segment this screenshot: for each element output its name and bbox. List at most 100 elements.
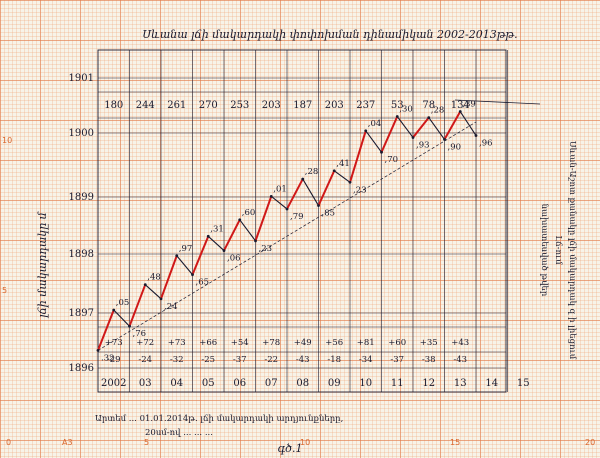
y-axis-ticks: 1901 1900 1899 1898 1897 1896 — [69, 73, 94, 374]
rise-values-row: +73 +72 +73 +66 +54 +78 +49 +56 +81 +60 +35 +43 — [105, 338, 469, 348]
fall-segment — [239, 219, 256, 242]
fall-value: -37 — [390, 355, 404, 365]
rise-segment — [412, 116, 430, 139]
fall-segment — [428, 117, 445, 140]
data-point — [206, 234, 210, 238]
rise-segment — [160, 255, 178, 300]
plot-frame — [97, 49, 507, 393]
point-label: ,31 — [210, 224, 224, 234]
fall-segment — [113, 309, 130, 327]
top-value: 187 — [293, 100, 312, 111]
fall-value: -38 — [422, 355, 436, 365]
trend-line — [97, 121, 477, 351]
rise-segment — [223, 219, 241, 252]
fall-segment — [270, 195, 288, 210]
top-values-row: 180 244 261 270 253 203 187 203 237 53 78 134 — [104, 100, 470, 111]
rise-value: +54 — [231, 338, 249, 348]
data-point — [332, 169, 336, 173]
data-point — [159, 297, 163, 301]
data-point — [411, 136, 415, 139]
top-value: 203 — [262, 100, 281, 111]
rise-value: +49 — [294, 338, 312, 348]
point-label: ,85 — [322, 209, 336, 219]
margin-mark-10b: 10 — [300, 438, 311, 447]
margin-mark-5: 5 — [2, 286, 8, 295]
fall-segment — [302, 178, 319, 206]
point-label: ,90 — [448, 142, 462, 152]
data-point — [254, 239, 257, 243]
top-value: 270 — [199, 100, 218, 111]
point-label: ,93 — [416, 140, 430, 150]
point-label: ,70 — [385, 155, 399, 165]
point-label: ,28 — [431, 106, 445, 116]
rise-segment — [128, 284, 147, 327]
point-label: ,28 — [305, 167, 319, 177]
x-tick-label: 07 — [265, 378, 278, 389]
point-label: ,01 — [273, 184, 287, 194]
rise-segment — [191, 235, 210, 276]
x-tick-label: 05 — [202, 378, 215, 389]
data-point — [427, 116, 431, 119]
data-point — [364, 129, 368, 133]
fall-segment — [396, 116, 414, 138]
rise-value: +56 — [325, 338, 343, 348]
fall-segment — [176, 255, 193, 276]
data-point — [443, 138, 446, 141]
x-axis-ticks: 2002 03 04 05 06 07 08 09 10 11 12 13 14 15 — [101, 378, 530, 389]
x-tick-label: 12 — [422, 378, 435, 389]
footnote-line-1: Արտեմ ... 01.01.2014թ. լճի մակարդակի արդ… — [95, 414, 343, 424]
x-tick-label: 06 — [233, 378, 246, 389]
top-value: 261 — [167, 100, 186, 111]
point-label: ,97 — [179, 244, 193, 254]
fall-value: -25 — [201, 355, 215, 365]
top-value: 180 — [104, 100, 123, 111]
fall-value: -43 — [453, 355, 467, 365]
rise-value: +35 — [420, 338, 438, 348]
data-point — [474, 134, 478, 137]
margin-mark-10: 10 — [2, 136, 13, 145]
fall-value: -32 — [170, 355, 184, 365]
data-point — [380, 150, 383, 154]
right-side-note: Սևան-Աշոտ քանակը լճի մակարդակ զ ի լիեցու… — [539, 141, 577, 360]
y-tick-label: 1896 — [69, 363, 94, 374]
y-tick-label: 1897 — [69, 308, 94, 319]
point-label: .32 — [101, 353, 115, 363]
data-point — [191, 273, 194, 277]
annotation-arrow — [454, 99, 541, 105]
y-axis-label: լճի մակարդակը մ — [36, 211, 49, 318]
fall-value: -43 — [296, 355, 310, 365]
x-tick-label: 04 — [170, 378, 183, 389]
point-label: ,76 — [133, 329, 147, 339]
point-labels: .32 ,05 ,76 ,48 ,24 ,97 ,65 ,31 ,06 ,60 ,23 ,01 ,79,… — [96, 100, 493, 363]
top-value: 244 — [136, 100, 155, 111]
top-value: 134 — [451, 100, 470, 111]
data-point — [395, 115, 399, 118]
point-label: ,41 — [336, 159, 350, 169]
data-point — [96, 349, 100, 352]
rise-segment — [443, 111, 462, 140]
rise-segment — [254, 196, 273, 242]
x-tick-label: 08 — [296, 378, 309, 389]
fall-values-row: -29 -24 -32 -25 -37 -22 -43 -18 -34 -37 -38 -43 — [107, 355, 467, 365]
rise-value: +66 — [199, 338, 217, 348]
data-point — [143, 283, 147, 287]
point-label: ,79 — [290, 212, 304, 222]
rise-value: +72 — [136, 338, 154, 348]
rise-value: +73 — [168, 338, 186, 348]
y-tick-label: 1901 — [69, 73, 94, 84]
point-label: ,05 — [116, 298, 130, 308]
top-value: 253 — [230, 100, 249, 111]
trend-segment — [97, 121, 477, 351]
right-note-line: նախատեսված թվեր — [539, 204, 550, 297]
level-series — [97, 111, 477, 351]
point-label: ,24 — [164, 302, 178, 312]
data-point — [175, 254, 179, 258]
fall-value: -18 — [327, 355, 341, 365]
point-label: ,23 — [353, 185, 367, 195]
rise-value: +73 — [105, 338, 123, 348]
y-tick-label: 1900 — [69, 128, 94, 139]
top-value: 237 — [356, 100, 375, 111]
top-value: 203 — [325, 100, 344, 111]
chart-grid — [97, 49, 508, 393]
